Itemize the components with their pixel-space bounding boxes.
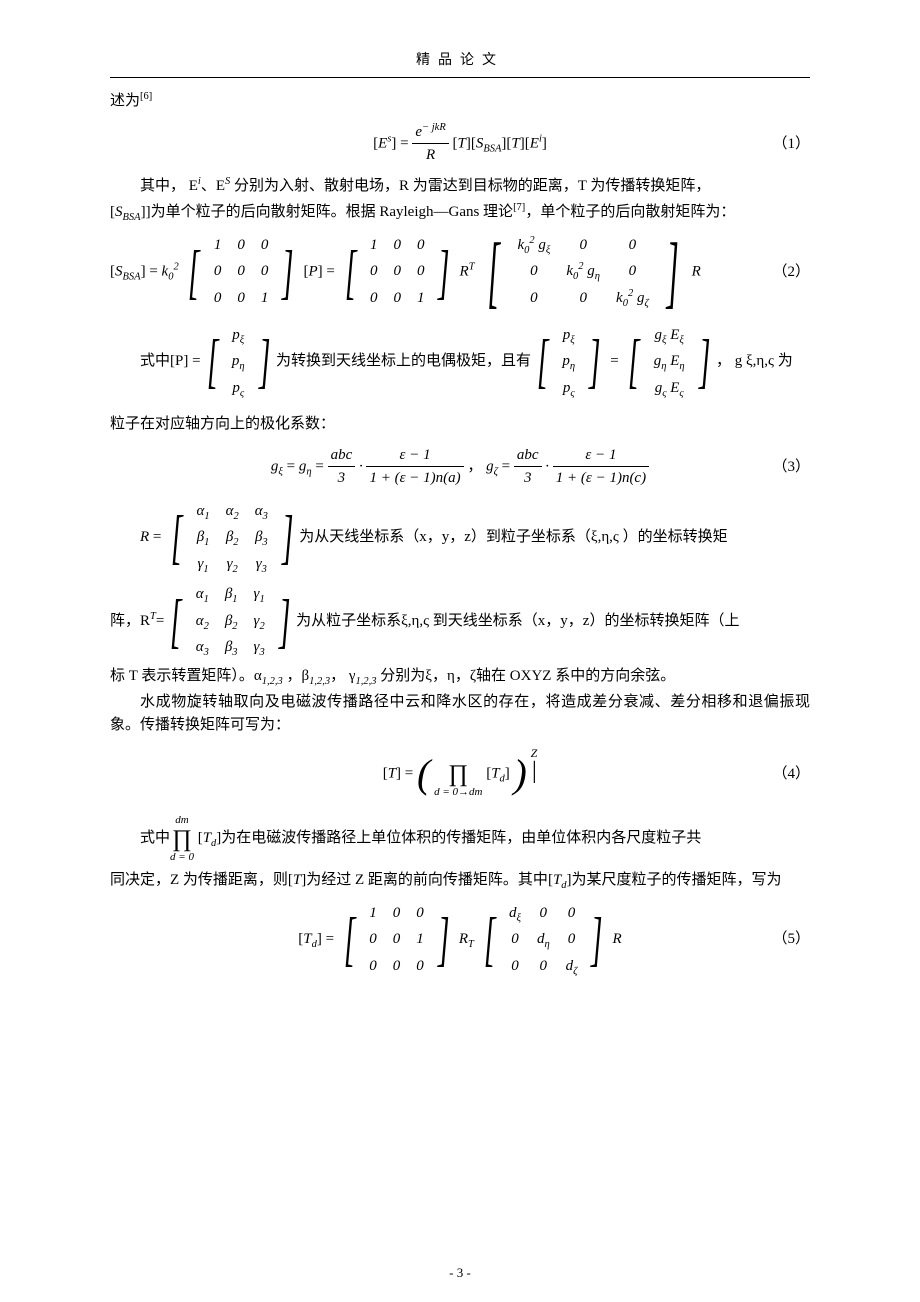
- eq5-num: （5）: [772, 928, 810, 951]
- t: 为从粒子坐标系ξ,η,ς 到天线坐标系（x，y，z）的坐标转换矩阵（上: [296, 610, 739, 633]
- text: 述为: [110, 93, 140, 109]
- t: 式中: [140, 827, 170, 850]
- eq5-body: [Td] = [ 100 001 000 ] RT [ dξ00 0dη0 00…: [298, 900, 621, 980]
- equation-1: [Es] = e− jkRR [T][SBSA][T][Ei] （1）: [110, 121, 810, 167]
- eq3-body: gξ = gη = abc3 · ε − 11 + (ε − 1)n(a) ， …: [271, 444, 649, 490]
- paragraph-2b: [SBSA]]为单个粒子的后向散射矩阵。根据 Rayleigh—Gans 理论[…: [110, 201, 810, 224]
- t: 阵，R: [110, 613, 150, 629]
- t: ，单个粒子的后向散射矩阵为：: [525, 204, 735, 220]
- equation-5: [Td] = [ 100 001 000 ] RT [ dξ00 0dη0 00…: [110, 900, 810, 980]
- s: 2: [173, 261, 178, 272]
- citation-6: [6]: [140, 91, 152, 102]
- eq4-num: （4）: [772, 763, 810, 786]
- eq2-num: （2）: [772, 260, 810, 283]
- t: 为转换到天线坐标上的电偶极矩，且有: [276, 350, 531, 373]
- paragraph-5: R = [ α1α2α3 β1β2β3 γ1γ2γ3 ] 为从天线坐标系（x，y…: [110, 498, 810, 578]
- paragraph-10: 同决定，Z 为传播距离，则[T]为经过 Z 距离的前向传播矩阵。其中[Td]为某…: [110, 869, 810, 892]
- t: ， g ξ,η,ς 为: [716, 350, 793, 373]
- paragraph-3: 式中[P] = [ pξpηpς ] 为转换到天线坐标上的电偶极矩，且有 [ p…: [110, 322, 810, 402]
- eq1-num: （1）: [772, 132, 810, 155]
- eq2-body: [SBSA] = k02 [ 100 000 001 ] [P] = [ 100…: [110, 232, 701, 312]
- page-header: 精品论文: [110, 50, 810, 78]
- paragraph-9: 式中 dm∏d = 0 [Td] 为在电磁波传播路径上单位体积的传播矩阵，由单位…: [110, 812, 810, 865]
- equation-2: [SBSA] = k02 [ 100 000 001 ] [P] = [ 100…: [110, 232, 810, 312]
- exp: − jkR: [422, 122, 446, 133]
- sup: T: [469, 261, 475, 272]
- page-number: - 3 -: [0, 1263, 920, 1283]
- eq1-body: [Es] = e− jkRR [T][SBSA][T][Ei]: [373, 121, 547, 167]
- t: 为某尺度粒子的传播矩阵，写为: [572, 872, 782, 888]
- t: 为经过 Z 距离的前向传播矩阵。其中: [306, 872, 548, 888]
- t: 为从天线坐标系（x，y，z）到粒子坐标系（ξ,η,ς ）的坐标转换矩: [299, 526, 727, 549]
- t: ]为单个粒子的后向散射矩阵。根据 Rayleigh—Gans 理论: [146, 204, 513, 220]
- sub: BSA: [123, 271, 141, 282]
- equation-4: [T] = ( ∏d = 0→dm [Td] ) Z | （4）: [110, 744, 810, 804]
- paragraph-8: 水成物旋转轴取向及电磁波传播路径中云和降水区的存在，将造成差分衰减、差分相移和退…: [110, 691, 810, 736]
- sub: BSA: [123, 212, 141, 223]
- paragraph-2: 其中， Ei、ES 分别为入射、散射电场，R 为雷达到目标物的距离，T 为传播转…: [110, 175, 810, 198]
- t: 式中[P] =: [140, 350, 201, 373]
- s: 0: [168, 271, 173, 282]
- t: =: [156, 613, 164, 629]
- paragraph-4: 粒子在对应轴方向上的极化系数：: [110, 413, 810, 436]
- t: 、E: [201, 178, 225, 194]
- paragraph-7: 标 T 表示转置矩阵）。α1,2,3 ，β1,2,3， γ1,2,3 分别为ξ，…: [110, 665, 810, 688]
- sub-bsa: BSA: [483, 143, 501, 154]
- t: 标 T 表示转置矩阵）。α: [110, 668, 262, 684]
- t: ， γ: [330, 668, 355, 684]
- page: 精品论文 述为[6] [Es] = e− jkRR [T][SBSA][T][E…: [0, 0, 920, 1302]
- paragraph-6: 阵，RT= [ α1β1γ1 α2β2γ2 α3β3γ3 ] 为从粒子坐标系ξ,…: [110, 581, 810, 661]
- equation-3: gξ = gη = abc3 · ε − 11 + (ε − 1)n(a) ， …: [110, 444, 810, 490]
- t: 分别为入射、散射电场，R 为雷达到目标物的距离，T 为传播转换矩阵，: [230, 178, 710, 194]
- t: 同决定，Z 为传播距离，则: [110, 872, 288, 888]
- t: 其中， E: [140, 178, 198, 194]
- eq4-body: [T] = ( ∏d = 0→dm [Td] ) Z |: [383, 744, 538, 804]
- den-R: R: [412, 144, 448, 167]
- t: 为在电磁波传播路径上单位体积的传播矩阵，由单位体积内各尺度粒子共: [221, 827, 701, 850]
- t: ，β: [283, 668, 309, 684]
- citation-7: [7]: [513, 202, 525, 213]
- eq3-num: （3）: [772, 455, 810, 478]
- intro-fragment: 述为[6]: [110, 90, 810, 113]
- t: 分别为ξ，η，ζ轴在 OXYZ 系中的方向余弦。: [377, 668, 676, 684]
